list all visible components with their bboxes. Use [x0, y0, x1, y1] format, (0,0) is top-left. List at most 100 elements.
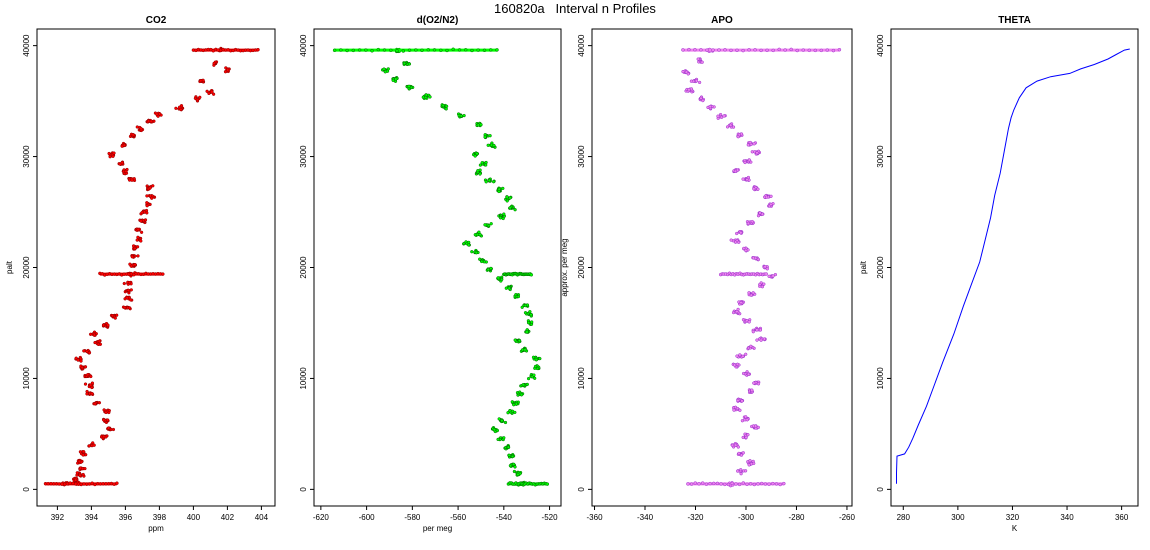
co2-scatter-marker	[177, 105, 182, 109]
co2-scatter-marker	[104, 410, 108, 415]
co2-scatter-marker	[226, 68, 230, 72]
o2n2-scatter-marker	[497, 417, 501, 421]
o2n2-scatter-marker	[496, 437, 500, 442]
apo-scatter-marker	[756, 257, 760, 262]
co2-scatter-marker	[80, 466, 85, 471]
o2n2-scatter-marker	[484, 160, 488, 165]
apo-scatter-marker	[744, 435, 748, 440]
o2n2-scatter-marker	[497, 187, 501, 191]
o2n2-scatter-marker	[476, 123, 480, 127]
o2n2-scatter-marker	[382, 67, 386, 71]
co2-x-tick-label: 394	[85, 513, 99, 522]
co2-flight-leg-marker	[115, 481, 119, 485]
apo-scatter-marker	[755, 151, 759, 155]
theta-y-tick-label: 0	[876, 487, 885, 492]
apo-scatter-marker	[748, 459, 752, 463]
co2-scatter-marker	[145, 194, 149, 198]
apo-scatter-marker	[762, 282, 766, 286]
apo-scatter-marker	[740, 399, 744, 403]
apo-scatter-marker	[739, 300, 743, 305]
o2n2-flight-leg-marker	[345, 48, 349, 53]
o2n2-flight-leg-marker	[339, 48, 343, 52]
co2-scatter-marker	[93, 402, 97, 406]
co2-x-tick-label: 402	[221, 513, 235, 522]
o2n2-scatter-marker	[498, 216, 503, 220]
co2-scatter-marker	[111, 154, 115, 158]
o2n2-scatter-marker	[444, 104, 449, 108]
apo-scatter-marker	[747, 320, 751, 324]
apo-x-tick-label: -340	[637, 513, 654, 522]
o2n2-scatter-marker	[519, 393, 524, 397]
co2-scatter-marker	[130, 255, 134, 259]
apo-scatter-marker	[748, 140, 752, 145]
co2-x-tick-label: 398	[153, 513, 167, 522]
o2n2-scatter-marker	[488, 134, 492, 138]
co2-scatter-marker	[133, 262, 137, 267]
o2n2-flight-leg-marker	[482, 48, 487, 53]
co2-flight-leg-marker	[90, 481, 94, 485]
apo-x-tick-label: -360	[587, 513, 604, 522]
co2-flight-leg-marker	[161, 272, 165, 276]
co2-x-tick-label: 400	[187, 513, 201, 522]
apo-scatter-marker	[744, 248, 748, 253]
o2n2-scatter-marker	[476, 169, 480, 173]
o2n2-scatter-marker	[533, 364, 538, 369]
co2-scatter-marker	[106, 426, 111, 430]
o2n2-scatter-marker	[513, 465, 517, 469]
apo-scatter-marker	[743, 160, 747, 165]
co2-scatter-marker	[97, 401, 102, 405]
theta-y-tick-label: 30000	[876, 145, 885, 168]
o2n2-title: d(O2/N2)	[417, 15, 459, 26]
apo-scatter-marker	[708, 104, 712, 109]
apo-title: APO	[711, 15, 733, 26]
co2-scatter-marker	[135, 245, 140, 249]
apo-scatter-marker	[739, 453, 744, 457]
apo-scatter-marker	[753, 424, 758, 428]
o2n2-scatter-marker	[502, 212, 506, 216]
co2-scatter-marker	[86, 373, 90, 377]
o2n2-scatter-marker	[441, 103, 445, 108]
o2n2-scatter-marker	[483, 135, 487, 139]
o2n2-scatter-marker	[501, 186, 505, 191]
o2n2-scatter-marker	[535, 366, 540, 371]
o2n2-flight-leg-marker	[401, 49, 406, 53]
o2n2-scatter-marker	[523, 311, 528, 315]
apo-scatter-marker	[758, 328, 763, 332]
apo-scatter-marker	[732, 408, 736, 412]
apo-y-tick-label: 0	[577, 487, 586, 492]
o2n2-flight-leg-marker	[351, 48, 356, 53]
o2n2-scatter-marker	[474, 251, 479, 255]
co2-scatter-marker	[111, 427, 116, 432]
co2-scatter-marker	[92, 443, 96, 447]
theta-x-tick-label: 360	[1115, 513, 1129, 522]
o2n2-scatter-marker	[513, 208, 517, 212]
theta-title: THETA	[998, 15, 1031, 26]
o2n2-scatter-marker	[489, 222, 493, 226]
o2n2-scatter-marker	[529, 313, 533, 317]
co2-x-tick-label: 404	[255, 513, 269, 522]
apo-scatter-marker	[752, 142, 756, 146]
o2n2-flight-leg-marker	[382, 48, 387, 52]
apo-scatter-marker	[741, 451, 745, 455]
o2n2-scatter-marker	[491, 180, 496, 184]
theta-x-tick-label: 300	[951, 513, 965, 522]
co2-scatter-marker	[143, 218, 148, 222]
co2-scatter-marker	[107, 151, 111, 156]
apo-scatter-marker	[756, 382, 761, 386]
apo-scatter-marker	[681, 69, 685, 74]
o2n2-scatter-marker	[487, 178, 491, 183]
o2n2-scatter-marker	[508, 196, 512, 200]
apo-scatter-marker	[769, 194, 773, 198]
o2n2-scatter-marker	[424, 93, 428, 97]
o2n2-scatter-marker	[484, 180, 488, 184]
apo-scatter-marker	[755, 328, 759, 332]
o2n2-scatter-marker	[507, 453, 511, 457]
o2n2-scatter-marker	[516, 294, 521, 299]
apo-scatter-marker	[771, 274, 775, 278]
co2-scatter-marker	[85, 389, 89, 394]
o2n2-scatter-marker	[512, 462, 516, 466]
o2n2-flight-leg-marker	[439, 48, 443, 53]
co2-scatter-marker	[101, 323, 106, 327]
co2-title: CO2	[146, 15, 167, 26]
